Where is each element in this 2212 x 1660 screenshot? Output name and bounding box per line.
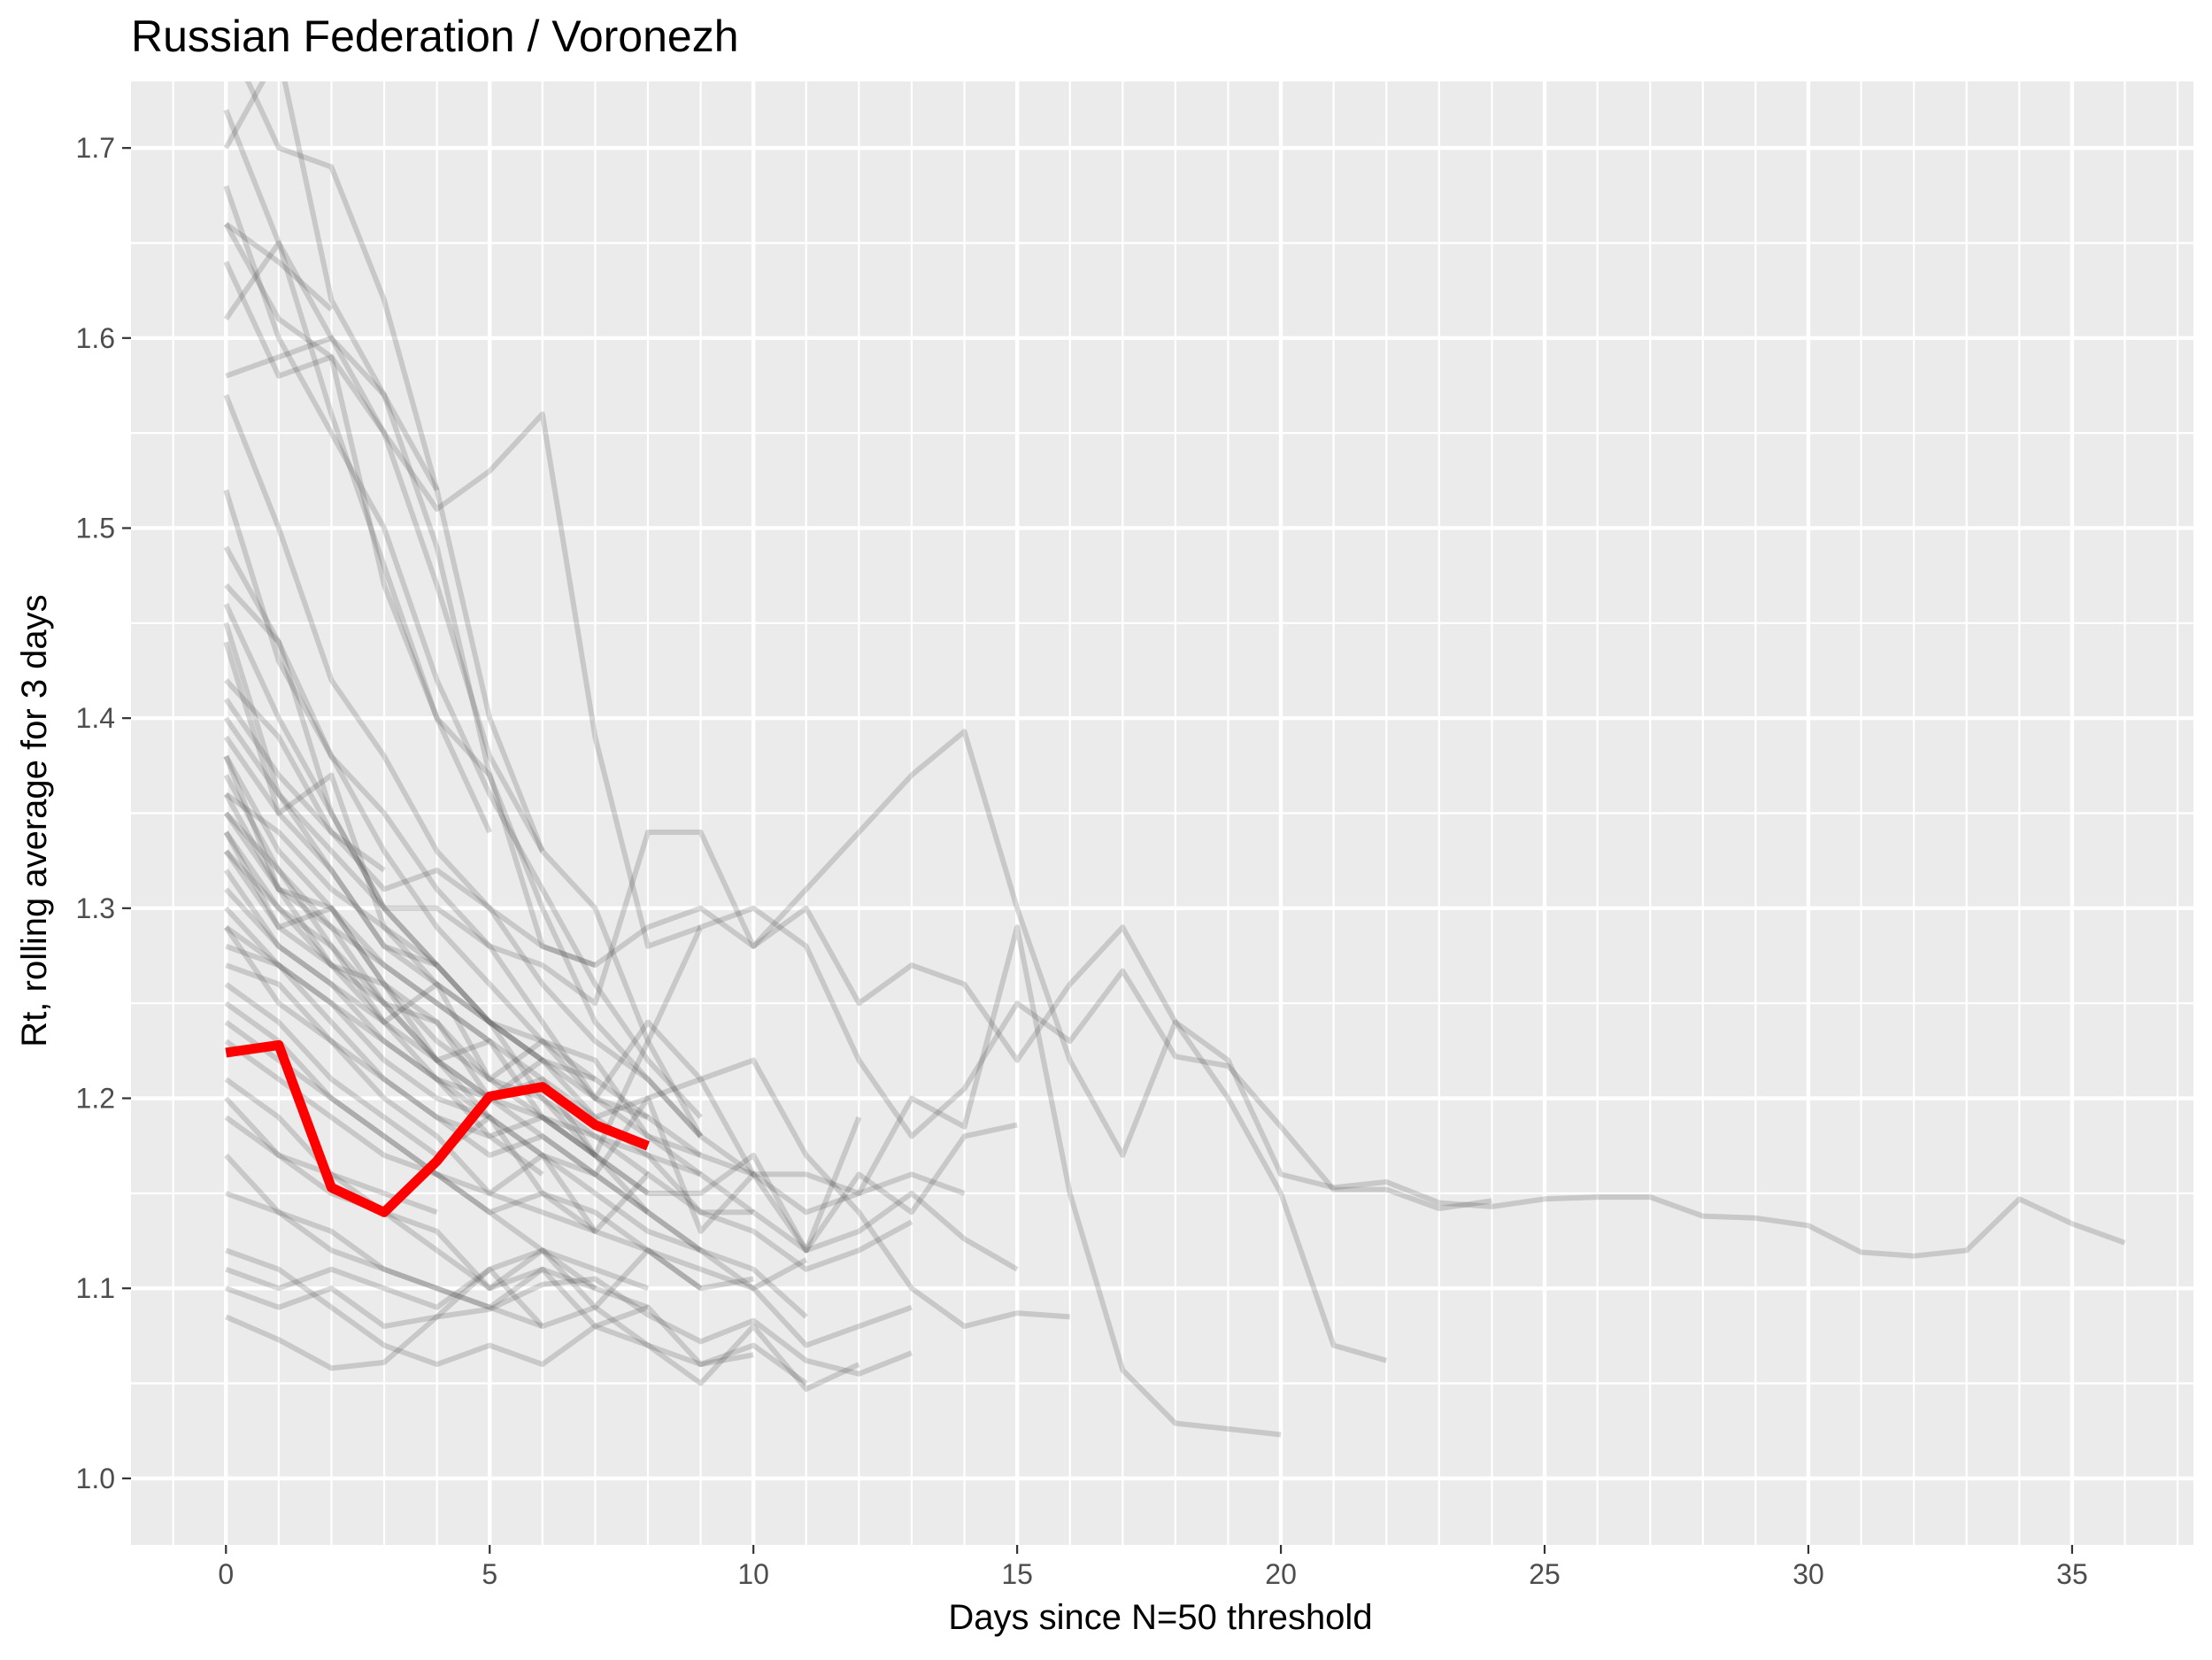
background-series-line (224, 887, 1018, 1254)
background-series-line (224, 1153, 754, 1368)
background-series-line (224, 1096, 650, 1310)
highlight-series-line (225, 1039, 651, 1217)
background-series-line (223, 754, 650, 1196)
highlight-series-group (225, 1039, 651, 1217)
background-series-line (223, 489, 650, 1120)
x-tick-label: 5 (482, 1558, 497, 1590)
x-tick-label: 10 (737, 1558, 769, 1590)
background-series-line (223, 641, 597, 1082)
background-series-line (223, 735, 544, 1063)
background-series-line (224, 678, 2126, 1259)
background-series-line (223, 603, 913, 1272)
x-tick-label: 20 (1265, 1558, 1297, 1590)
grid-major (131, 81, 2193, 1545)
background-series-line (223, 81, 597, 969)
background-series-line (224, 583, 1388, 1363)
y-tick-label: 1.6 (76, 322, 115, 354)
background-series-line (223, 697, 386, 873)
y-tick-label: 1.3 (76, 892, 115, 924)
x-tick-label: 25 (1529, 1558, 1561, 1590)
background-series-line (223, 830, 650, 1177)
background-series-group (223, 81, 2126, 1438)
background-series-line (225, 1191, 543, 1329)
y-tick-label: 1.5 (76, 512, 115, 544)
background-series-line (223, 545, 703, 1177)
background-series-line (223, 830, 862, 1254)
background-series-line (224, 906, 650, 1215)
x-tick-label: 15 (1001, 1558, 1033, 1590)
background-series-line (223, 849, 703, 1253)
background-series-line (223, 754, 1492, 1211)
background-series-line (223, 260, 702, 949)
background-series-line (224, 1000, 754, 1292)
background-series-line (225, 1247, 597, 1310)
background-series-line (224, 849, 966, 1234)
background-series-line (244, 81, 440, 491)
background-series-line (224, 791, 439, 968)
background-series-line (225, 943, 808, 1292)
background-series-line (223, 185, 703, 1120)
background-series-line (223, 109, 704, 1138)
background-series-line (223, 925, 1019, 1272)
background-series-line (224, 811, 755, 1215)
background-series-line (223, 240, 492, 834)
y-axis: 1.0 1.1 1.2 1.3 1.4 1.5 1.6 1.7 (76, 132, 131, 1494)
x-tick-label: 30 (1792, 1558, 1824, 1590)
background-series-line (223, 394, 1282, 1438)
x-axis: 0 5 10 15 20 25 30 35 (218, 1545, 2088, 1590)
background-series-line (223, 869, 597, 1158)
background-series-line (223, 716, 755, 1177)
background-series-line (225, 1276, 913, 1377)
background-series-line (225, 962, 544, 1177)
background-series-line (223, 222, 703, 1139)
background-series-line (225, 1266, 860, 1392)
y-tick-label: 1.1 (76, 1272, 115, 1304)
background-series-line (224, 1077, 913, 1348)
background-series-line (223, 811, 491, 1044)
y-tick-label: 1.4 (76, 702, 115, 734)
y-axis-title: Rt, rolling average for 3 days (15, 594, 54, 1046)
x-axis-title: Days since N=50 threshold (948, 1598, 1372, 1637)
y-tick-label: 1.2 (76, 1083, 115, 1115)
x-tick-label: 0 (218, 1558, 234, 1590)
y-tick-label: 1.7 (76, 132, 115, 164)
background-series-line (225, 1247, 808, 1386)
x-tick-label: 35 (2056, 1558, 2088, 1590)
background-series-line (224, 221, 334, 312)
background-series-line (223, 792, 1070, 1330)
background-series-line (225, 335, 545, 853)
grid-minor (131, 81, 2193, 1545)
background-series-line (223, 622, 702, 1158)
chart-title: Russian Federation / Voronezh (131, 12, 739, 61)
background-series-line (223, 774, 808, 1319)
background-series-line (224, 924, 491, 1120)
y-tick-label: 1.0 (76, 1463, 115, 1494)
